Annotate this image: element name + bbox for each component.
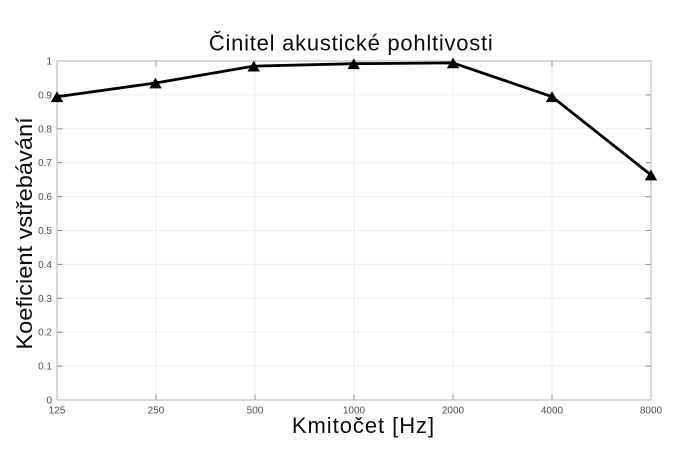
svg-text:0.3: 0.3 bbox=[38, 294, 52, 305]
svg-text:1: 1 bbox=[46, 57, 52, 68]
svg-text:0.9: 0.9 bbox=[38, 90, 52, 101]
svg-text:8000: 8000 bbox=[640, 406, 663, 417]
svg-text:0.5: 0.5 bbox=[38, 226, 52, 237]
svg-text:0: 0 bbox=[46, 396, 52, 407]
svg-text:Činitel akustické pohltivosti: Činitel akustické pohltivosti bbox=[209, 30, 494, 55]
svg-text:Koeficient vstřebávání: Koeficient vstřebávání bbox=[12, 117, 37, 350]
svg-text:250: 250 bbox=[148, 406, 165, 417]
svg-text:0.1: 0.1 bbox=[38, 362, 52, 373]
svg-text:0.6: 0.6 bbox=[38, 192, 52, 203]
svg-text:125: 125 bbox=[49, 406, 66, 417]
svg-text:2000: 2000 bbox=[442, 406, 465, 417]
svg-text:1000: 1000 bbox=[343, 406, 366, 417]
svg-text:0.2: 0.2 bbox=[38, 328, 52, 339]
svg-text:0.4: 0.4 bbox=[38, 260, 52, 271]
svg-text:4000: 4000 bbox=[541, 406, 564, 417]
svg-text:Kmitočet [Hz]: Kmitočet [Hz] bbox=[292, 413, 435, 438]
svg-text:0.8: 0.8 bbox=[38, 124, 52, 135]
svg-text:0.7: 0.7 bbox=[38, 158, 52, 169]
svg-text:500: 500 bbox=[247, 406, 264, 417]
